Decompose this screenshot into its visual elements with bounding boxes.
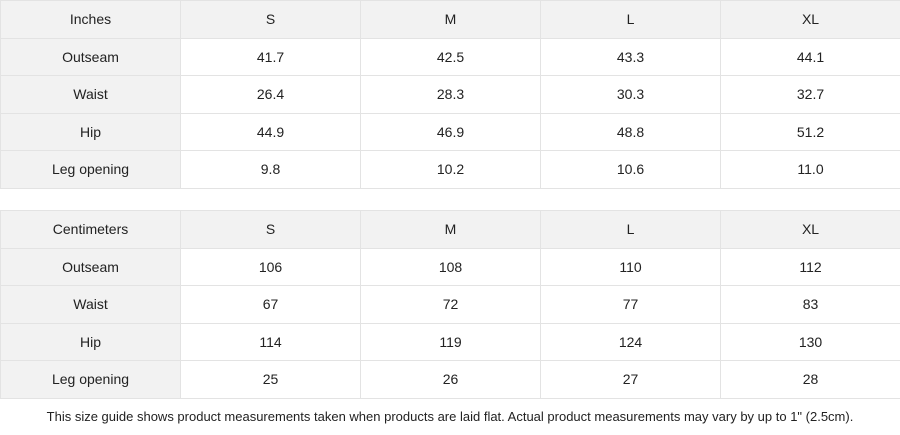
measurement-cell: 30.3	[541, 76, 721, 114]
measurement-cell: 77	[541, 286, 721, 324]
measurement-cell: 44.9	[181, 113, 361, 151]
size-header: XL	[721, 211, 900, 249]
row-label: Waist	[1, 286, 181, 324]
measurement-cell: 119	[361, 323, 541, 361]
measurement-cell: 11.0	[721, 151, 900, 189]
unit-header: Inches	[1, 1, 181, 39]
measurement-cell: 124	[541, 323, 721, 361]
measurement-cell: 28.3	[361, 76, 541, 114]
measurement-cell: 10.6	[541, 151, 721, 189]
measurement-cell: 32.7	[721, 76, 900, 114]
size-guide-note: This size guide shows product measuremen…	[46, 408, 854, 424]
row-label: Outseam	[1, 248, 181, 286]
measurement-cell: 9.8	[181, 151, 361, 189]
measurement-cell: 106	[181, 248, 361, 286]
size-header: M	[361, 1, 541, 39]
measurement-cell: 72	[361, 286, 541, 324]
measurement-cell: 42.5	[361, 38, 541, 76]
row-label: Leg opening	[1, 151, 181, 189]
measurement-cell: 46.9	[361, 113, 541, 151]
measurement-cell: 83	[721, 286, 900, 324]
row-label: Leg opening	[1, 361, 181, 399]
inches-size-table: Inches S M L XL Outseam 41.7 42.5 43.3 44.1 Waist 2…	[0, 0, 900, 189]
measurement-cell: 44.1	[721, 38, 900, 76]
measurement-cell: 28	[721, 361, 900, 399]
unit-header: Centimeters	[1, 211, 181, 249]
size-header: S	[181, 211, 361, 249]
measurement-cell: 51.2	[721, 113, 900, 151]
size-header: L	[541, 1, 721, 39]
measurement-cell: 110	[541, 248, 721, 286]
size-header: L	[541, 211, 721, 249]
row-label: Hip	[1, 113, 181, 151]
measurement-cell: 26.4	[181, 76, 361, 114]
measurement-cell: 25	[181, 361, 361, 399]
measurement-cell: 41.7	[181, 38, 361, 76]
measurement-cell: 114	[181, 323, 361, 361]
row-label: Hip	[1, 323, 181, 361]
measurement-cell: 48.8	[541, 113, 721, 151]
row-label: Waist	[1, 76, 181, 114]
centimeters-size-table: Centimeters S M L XL Outseam 106 108 110 112 Waist…	[0, 210, 900, 399]
measurement-cell: 112	[721, 248, 900, 286]
measurement-cell: 26	[361, 361, 541, 399]
measurement-cell: 27	[541, 361, 721, 399]
size-header: XL	[721, 1, 900, 39]
measurement-cell: 67	[181, 286, 361, 324]
measurement-cell: 43.3	[541, 38, 721, 76]
measurement-cell: 10.2	[361, 151, 541, 189]
measurement-cell: 130	[721, 323, 900, 361]
size-header: M	[361, 211, 541, 249]
size-header: S	[181, 1, 361, 39]
row-label: Outseam	[1, 38, 181, 76]
measurement-cell: 108	[361, 248, 541, 286]
